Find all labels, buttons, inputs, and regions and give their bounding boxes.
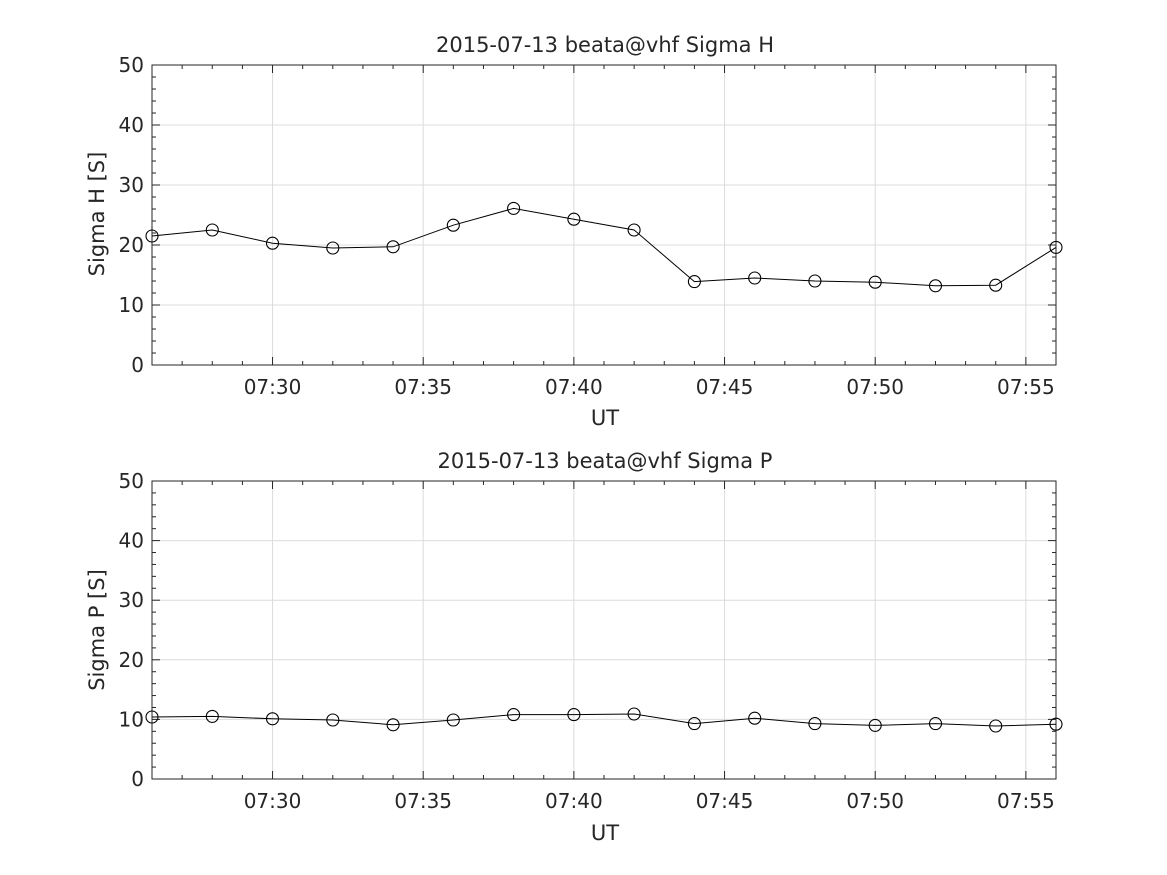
data-series	[145, 707, 1063, 733]
chart-title: 2015-07-13 beata@vhf Sigma H	[436, 33, 774, 57]
tick-labels: 0 10 20 30 40 50 07:30 07:35 07:40 07:45 07:50 07:5…	[119, 53, 1055, 399]
series-line	[151, 207, 1057, 287]
x-tick-label: 07:55	[997, 789, 1055, 813]
data-point	[567, 708, 581, 722]
data-point	[265, 712, 280, 726]
data-point	[446, 713, 460, 727]
x-axis-label: UT	[591, 821, 619, 845]
x-tick-label: 07:35	[394, 375, 452, 399]
data-point	[687, 717, 701, 731]
y-tick-label: 50	[119, 53, 144, 77]
tick-labels: 0 10 20 30 40 50 07:30 07:35 07:40 07:45 07:50 07:5…	[119, 469, 1055, 813]
chart-title: 2015-07-13 beata@vhf Sigma P	[438, 449, 773, 473]
data-point	[326, 241, 340, 255]
grid	[152, 481, 1056, 779]
data-point	[507, 708, 521, 722]
data-point	[386, 718, 400, 732]
data-point	[446, 218, 460, 232]
data-point	[1049, 240, 1063, 254]
data-point	[808, 717, 822, 731]
data-point	[687, 275, 701, 289]
y-tick-label: 40	[119, 113, 144, 137]
data-point	[627, 223, 641, 237]
data-point	[989, 278, 1003, 292]
y-tick-label: 20	[119, 648, 144, 672]
y-tick-label: 0	[131, 767, 144, 791]
x-tick-label: 07:30	[244, 789, 302, 813]
data-point	[748, 711, 762, 725]
y-tick-label: 10	[119, 707, 144, 731]
x-tick-label: 07:45	[696, 375, 754, 399]
y-tick-label: 40	[119, 529, 144, 553]
x-axis-label: UT	[591, 406, 619, 430]
data-point	[1049, 717, 1063, 731]
data-point	[868, 718, 882, 732]
data-point	[928, 279, 943, 293]
y-axis-label: Sigma H [S]	[85, 152, 109, 277]
x-tick-label: 07:50	[846, 789, 904, 813]
x-tick-label: 07:45	[696, 789, 754, 813]
x-tick-label: 07:50	[846, 375, 904, 399]
series-line	[151, 713, 1057, 727]
data-point	[989, 719, 1003, 733]
data-point	[205, 709, 219, 723]
data-point	[205, 223, 219, 237]
data-series	[145, 201, 1063, 293]
data-point	[627, 707, 641, 721]
y-tick-label: 30	[119, 588, 144, 612]
data-point	[326, 713, 340, 727]
data-point	[868, 275, 882, 289]
data-point	[808, 274, 822, 288]
y-tick-label: 20	[119, 233, 144, 257]
data-point	[748, 271, 762, 285]
grid	[152, 65, 1056, 365]
data-point	[386, 240, 400, 254]
data-point	[567, 212, 581, 226]
axis-ticks	[151, 480, 1057, 780]
x-tick-label: 07:35	[394, 789, 452, 813]
y-tick-label: 30	[119, 173, 144, 197]
plot-frame	[151, 480, 1057, 780]
y-tick-label: 50	[119, 469, 144, 493]
data-point	[507, 201, 521, 215]
y-tick-label: 0	[131, 353, 144, 377]
y-axis-label: Sigma P [S]	[85, 569, 109, 691]
data-point	[145, 229, 159, 243]
axis-ticks	[151, 64, 1057, 366]
data-point	[145, 710, 159, 724]
y-tick-label: 10	[119, 293, 144, 317]
data-point	[265, 236, 280, 250]
sigma-h-chart: 2015-07-13 beata@vhf Sigma H UT Sigma H …	[85, 33, 1063, 430]
x-tick-label: 07:30	[244, 375, 302, 399]
plot-frame	[151, 64, 1057, 366]
x-tick-label: 07:40	[545, 375, 603, 399]
sigma-p-chart: 2015-07-13 beata@vhf Sigma P UT Sigma P …	[85, 449, 1063, 845]
x-tick-label: 07:55	[997, 375, 1055, 399]
data-point	[928, 717, 943, 731]
x-tick-label: 07:40	[545, 789, 603, 813]
